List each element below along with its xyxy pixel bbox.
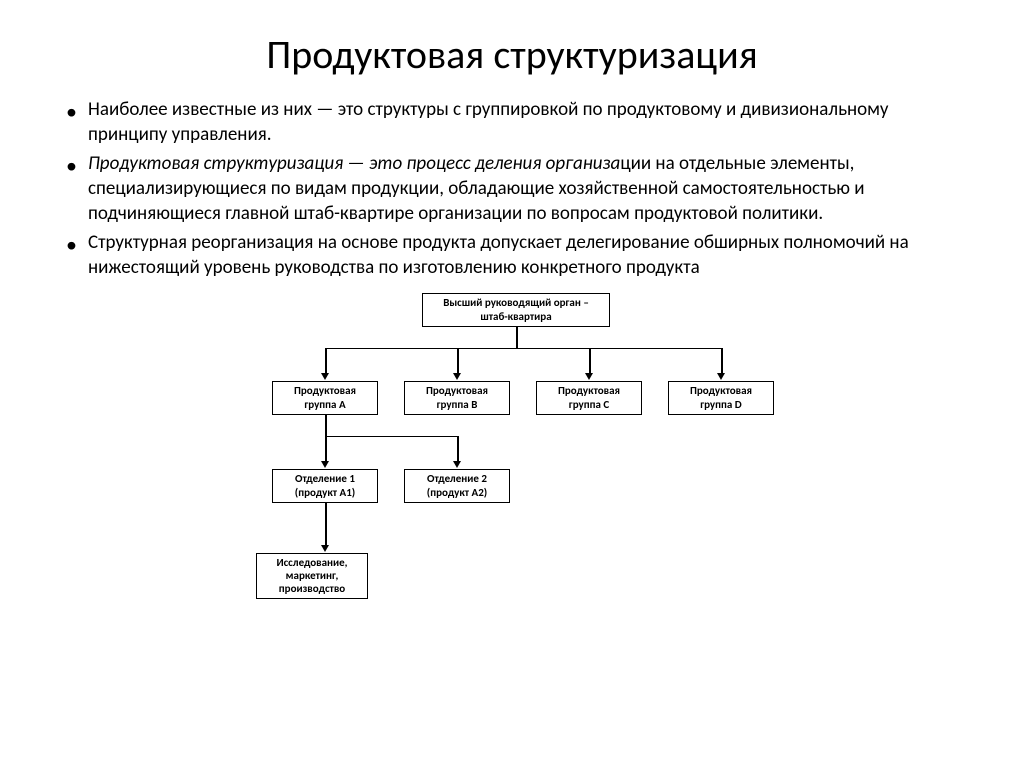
bullet-italic-lead: Продуктовая структуризация — это процесс… [88,152,620,175]
org-node-label: Отделение 2 [427,472,487,485]
connector [325,503,327,545]
org-node-label: Исследование, [276,556,347,569]
bullet-item: Структурная реорганизация на основе прод… [88,230,964,280]
arrowhead-icon [585,373,593,380]
connector [325,348,721,350]
org-node-dep1: Отделение 1(продукт A1) [272,469,378,503]
arrowhead-icon [321,373,329,380]
org-node-label: группа C [569,398,609,411]
org-node-label: Высший руководящий орган – [443,296,589,309]
org-node-grpB: Продуктоваягруппа B [404,381,510,415]
bullet-text: Наиболее известные из них — это структур… [88,98,889,146]
org-node-label: группа D [700,398,742,411]
connector [589,348,591,373]
org-node-hq: Высший руководящий орган –штаб-квартира [422,293,610,327]
org-node-label: группа B [437,398,478,411]
bullet-item: Наиболее известные из них — это структур… [88,97,964,147]
slide-title: Продуктовая структуризация [60,30,964,79]
connector [325,436,457,438]
arrowhead-icon [321,461,329,468]
org-node-rmp: Исследование,маркетинг,производство [256,553,368,599]
org-node-label: Продуктовая [558,384,620,397]
slide: Продуктовая структуризация Наиболее изве… [0,0,1024,768]
bullet-text: Структурная реорганизация на основе прод… [88,231,909,279]
org-node-label: Продуктовая [690,384,752,397]
bullet-item: Продуктовая структуризация — это процесс… [88,151,964,226]
org-node-label: Отделение 1 [295,472,355,485]
connector [516,327,518,348]
org-node-label: Продуктовая [426,384,488,397]
org-node-grpA: Продуктоваягруппа A [272,381,378,415]
arrowhead-icon [453,461,461,468]
bullet-list: Наиболее известные из них — это структур… [60,97,964,281]
connector [457,436,459,461]
connector [325,348,327,373]
connector [721,348,723,373]
org-node-label: группа A [304,398,345,411]
org-node-label: (продукт A1) [295,486,355,499]
arrowhead-icon [321,545,329,552]
org-chart: Высший руководящий орган –штаб-квартира П… [232,293,792,623]
arrowhead-icon [453,373,461,380]
connector [457,348,459,373]
org-node-dep2: Отделение 2(продукт A2) [404,469,510,503]
org-node-label: (продукт A2) [427,486,487,499]
arrowhead-icon [717,373,725,380]
org-node-grpD: Продуктоваягруппа D [668,381,774,415]
org-chart-container: Высший руководящий орган –штаб-квартира П… [60,293,964,623]
org-node-label: маркетинг, [286,569,339,582]
connector [325,436,327,461]
org-node-label: штаб-квартира [480,310,551,323]
org-node-label: Продуктовая [294,384,356,397]
org-node-label: производство [279,582,345,595]
org-node-grpC: Продуктоваягруппа C [536,381,642,415]
connector [325,415,327,436]
